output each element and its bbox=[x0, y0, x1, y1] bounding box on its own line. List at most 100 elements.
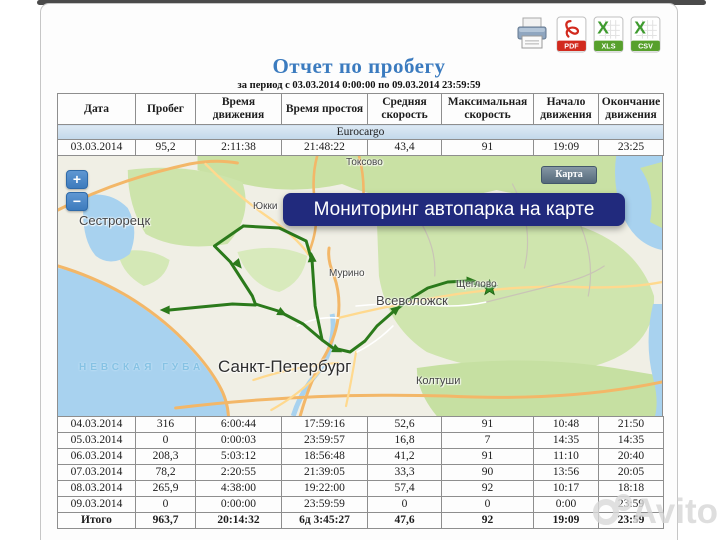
table-row: 04.03.2014 316 6:00:44 17:59:16 52,6 91 10:48 2… bbox=[57, 416, 664, 433]
xls-file-icon: X XLS bbox=[593, 16, 624, 53]
table-cell: 57,4 bbox=[367, 480, 442, 497]
map-place-label: Санкт-Петербург bbox=[218, 357, 352, 376]
table-cell: 19:22:00 bbox=[281, 480, 368, 497]
table-cell: 18:56:48 bbox=[281, 448, 368, 465]
table-cell: 33,3 bbox=[367, 464, 442, 481]
zoom-in-button[interactable]: + bbox=[66, 170, 88, 189]
table-row: 05.03.2014 0 0:00:03 23:59:57 16,8 7 14:35 14:3… bbox=[57, 432, 664, 449]
map-container[interactable]: Сестрорецк Токсово Юкки Мурино Всеволожск Щег… bbox=[57, 156, 663, 416]
table-cell: 23:59:59 bbox=[281, 496, 368, 513]
table-cell: 6:00:44 bbox=[195, 416, 282, 433]
table-cell: 13:56 bbox=[533, 464, 599, 481]
table-cell: 2:11:38 bbox=[195, 139, 282, 156]
table-cell: 14:35 bbox=[533, 432, 599, 449]
zoom-out-button[interactable]: − bbox=[66, 192, 88, 211]
table-cell: 17:59:16 bbox=[281, 416, 368, 433]
table-cell: 0 bbox=[441, 496, 534, 513]
table-cell: 92 bbox=[441, 480, 534, 497]
table-cell: 09.03.2014 bbox=[57, 496, 136, 513]
table-cell: 52,6 bbox=[367, 416, 442, 433]
column-header: Максимальная скорость bbox=[441, 93, 534, 125]
table-row: 03.03.2014 95,2 2:11:38 21:48:22 43,4 91 19:09… bbox=[57, 139, 664, 156]
table-cell: 316 bbox=[135, 416, 196, 433]
svg-text:CSV: CSV bbox=[638, 41, 653, 50]
table-cell: 19:09 bbox=[533, 512, 599, 529]
map-place-label: Щеглово bbox=[456, 279, 497, 290]
table-row: 09.03.2014 0 0:00:00 23:59:59 0 0 0:00 23:59 bbox=[57, 496, 664, 513]
table-cell: 10:48 bbox=[533, 416, 599, 433]
column-header: Время движения bbox=[195, 93, 282, 125]
table-cell: 78,2 bbox=[135, 464, 196, 481]
column-header: Окончание движения bbox=[598, 93, 664, 125]
table-cell: 20:40 bbox=[598, 448, 664, 465]
table-cell: 95,2 bbox=[135, 139, 196, 156]
map-place-label: Сестрорецк bbox=[79, 213, 151, 228]
route-end-star bbox=[480, 278, 499, 296]
table-row: 06.03.2014 208,3 5:03:12 18:56:48 41,2 91 11:1… bbox=[57, 448, 664, 465]
table-cell: 92 bbox=[441, 512, 534, 529]
window-top-bar bbox=[37, 0, 706, 5]
table-cell: 91 bbox=[441, 448, 534, 465]
table-cell: 05.03.2014 bbox=[57, 432, 136, 449]
table-cell: 91 bbox=[441, 139, 534, 156]
table-cell: 23:59 bbox=[598, 512, 664, 529]
table-cell: 5:03:12 bbox=[195, 448, 282, 465]
map-place-label: Всеволожск bbox=[376, 293, 448, 308]
printer-icon bbox=[517, 17, 547, 49]
table-cell: 08.03.2014 bbox=[57, 480, 136, 497]
table-row: 08.03.2014 265,9 4:38:00 19:22:00 57,4 92 10:1… bbox=[57, 480, 664, 497]
table-cell: Итого bbox=[57, 512, 136, 529]
map-place-label: Мурино bbox=[329, 268, 365, 279]
table-cell: 04.03.2014 bbox=[57, 416, 136, 433]
table-cell: 23:25 bbox=[598, 139, 664, 156]
table-cell: 23:59 bbox=[598, 496, 664, 513]
table-cell: 20:05 bbox=[598, 464, 664, 481]
csv-file-icon: X CSV bbox=[630, 16, 661, 53]
map-place-label: Токсово bbox=[346, 157, 383, 168]
table-cell: 03.03.2014 bbox=[57, 139, 136, 156]
table-row: 07.03.2014 78,2 2:20:55 21:39:05 33,3 90 13:56… bbox=[57, 464, 664, 481]
map-place-label: Колтуши bbox=[416, 375, 461, 387]
column-header: Средняя скорость bbox=[367, 93, 442, 125]
export-csv-button[interactable]: X CSV bbox=[630, 16, 661, 58]
map-place-label: Юкки bbox=[253, 201, 278, 212]
map-banner: Мониторинг автопарка на карте bbox=[283, 193, 625, 226]
total-row: Итого 963,7 20:14:32 6д 3:45:27 47,6 92 19:09 2… bbox=[57, 512, 664, 529]
column-header: Дата bbox=[57, 93, 136, 125]
report-period: за период с 03.03.2014 0:00:00 по 09.03.… bbox=[237, 80, 481, 91]
table-cell: 43,4 bbox=[367, 139, 442, 156]
table-cell: 23:59:57 bbox=[281, 432, 368, 449]
map-place-label: НЕВСКАЯ ГУБА bbox=[79, 362, 205, 373]
svg-text:X: X bbox=[634, 17, 646, 37]
table-cell: 0:00 bbox=[533, 496, 599, 513]
table-cell: 07.03.2014 bbox=[57, 464, 136, 481]
export-pdf-button[interactable]: PDF bbox=[556, 16, 587, 58]
svg-text:X: X bbox=[597, 17, 609, 37]
report-content: Дата Пробег Время движения Время простоя Сре… bbox=[57, 93, 664, 529]
table-cell: 41,2 bbox=[367, 448, 442, 465]
column-header: Пробег bbox=[135, 93, 196, 125]
table-cell: 0 bbox=[367, 496, 442, 513]
table-cell: 18:18 bbox=[598, 480, 664, 497]
table-header-row: Дата Пробег Время движения Время простоя Сре… bbox=[57, 93, 664, 125]
report-panel: PDF X XLS X CSV bbox=[40, 3, 678, 540]
table-cell: 265,9 bbox=[135, 480, 196, 497]
export-xls-button[interactable]: X XLS bbox=[593, 16, 624, 58]
table-cell: 16,8 bbox=[367, 432, 442, 449]
table-cell: 21:39:05 bbox=[281, 464, 368, 481]
map-layer-button[interactable]: Карта bbox=[541, 166, 597, 184]
table-cell: 0 bbox=[135, 496, 196, 513]
print-button[interactable] bbox=[514, 15, 550, 58]
table-cell: 06.03.2014 bbox=[57, 448, 136, 465]
export-toolbar: PDF X XLS X CSV bbox=[514, 15, 661, 58]
table-cell: 21:48:22 bbox=[281, 139, 368, 156]
column-header: Время простоя bbox=[281, 93, 368, 125]
table-cell: 2:20:55 bbox=[195, 464, 282, 481]
table-cell: 10:17 bbox=[533, 480, 599, 497]
column-header: Начало движения bbox=[533, 93, 599, 125]
svg-text:XLS: XLS bbox=[602, 41, 616, 50]
vehicle-group-row: Eurocargo bbox=[57, 124, 664, 140]
table-cell: 963,7 bbox=[135, 512, 196, 529]
table-cell: 4:38:00 bbox=[195, 480, 282, 497]
table-cell: 0:00:00 bbox=[195, 496, 282, 513]
